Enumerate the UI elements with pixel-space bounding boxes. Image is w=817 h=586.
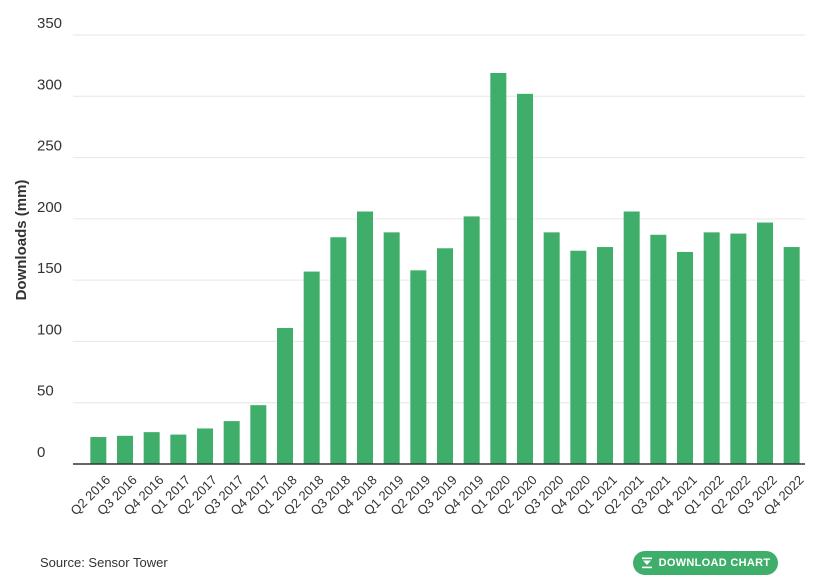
bar [543, 232, 560, 464]
bar [783, 247, 800, 464]
bar [490, 72, 507, 465]
bar [170, 434, 187, 464]
bar [517, 93, 533, 464]
y-tick-label: 50 [37, 383, 54, 400]
bar [357, 211, 373, 464]
bar [570, 250, 587, 464]
bar [463, 216, 480, 464]
bar [223, 421, 240, 464]
y-tick-labels: 0 50 100 150 200 250 300 350 [37, 15, 62, 461]
bar [143, 432, 160, 464]
y-tick-label: 0 [37, 444, 45, 461]
y-tick-label: 300 [37, 76, 62, 93]
bar [730, 233, 747, 464]
y-axis-title: Downloads (mm) [13, 180, 30, 301]
bar [757, 222, 773, 464]
y-tick-label: 250 [37, 138, 62, 155]
y-tick-label: 100 [37, 321, 62, 338]
bar [410, 270, 427, 464]
bar [90, 437, 107, 464]
bar [597, 247, 613, 464]
bar [197, 428, 213, 464]
source-note: Source: Sensor Tower [40, 555, 168, 570]
bar [277, 327, 293, 464]
download-icon [641, 557, 653, 569]
bars [90, 72, 800, 465]
bar [250, 405, 267, 464]
y-tick-label: 200 [37, 199, 62, 216]
bar [703, 232, 720, 464]
y-tick-label: 350 [37, 15, 62, 32]
bar [330, 237, 347, 464]
bar [437, 248, 453, 464]
bar [623, 211, 640, 464]
bar [677, 251, 693, 464]
download-chart-label: DOWNLOAD CHART [658, 557, 771, 569]
bar [303, 271, 320, 464]
download-chart-button[interactable]: DOWNLOAD CHART [633, 551, 778, 575]
y-tick-label: 150 [37, 260, 62, 277]
bar [117, 435, 133, 464]
bar [383, 232, 400, 464]
bar [650, 234, 667, 464]
